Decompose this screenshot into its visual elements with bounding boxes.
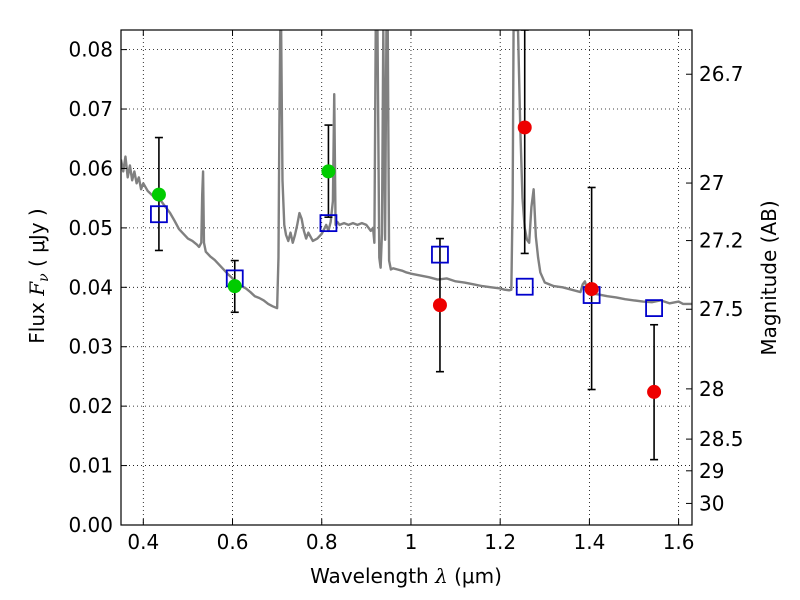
y2-tick-label: 28	[699, 377, 724, 401]
model-photometry-square	[319, 214, 338, 233]
observed-point-red	[647, 384, 662, 399]
x-tick-label: 1.6	[663, 530, 695, 554]
x-tick-label: 0.6	[217, 530, 249, 554]
y2-tick-label: 27	[699, 171, 724, 195]
observed-point-red	[517, 120, 532, 135]
y2-tick-label: 27.2	[699, 229, 744, 253]
observed-point-red	[584, 282, 599, 297]
y2-tick-label: 30	[699, 491, 724, 515]
observed-point-green	[321, 164, 336, 179]
x-tick-label: 1	[405, 530, 418, 554]
model-photometry-square	[431, 245, 449, 264]
model-photometry-square	[150, 205, 168, 224]
x-axis-label: Wavelength λ (μm)	[310, 564, 502, 588]
y-tick-label: 0.02	[68, 394, 113, 418]
y2-tick-label: 27.5	[699, 297, 744, 321]
x-tick-label: 0.4	[127, 530, 159, 554]
y2-tick-label: 29	[699, 459, 724, 483]
y2-tick-label: 26.7	[699, 62, 744, 86]
observed-point-red	[432, 298, 447, 313]
y-tick-label: 0.01	[68, 454, 113, 478]
y-tick-label: 0.08	[68, 38, 113, 62]
observed-point-green	[227, 279, 242, 294]
y-axis-label: Flux Fν ( μJy )	[25, 208, 52, 343]
sed-model-line	[121, 30, 692, 310]
y-tick-label: 0.06	[68, 156, 113, 180]
plot-data	[121, 30, 692, 461]
y-tick-label: 0.07	[68, 97, 113, 121]
plot-frame	[120, 29, 693, 526]
tick-marks	[121, 30, 692, 526]
x-tick-label: 1.4	[573, 530, 605, 554]
grid-lines	[121, 30, 692, 526]
x-tick-label: 0.8	[306, 530, 338, 554]
model-photometry-square	[645, 299, 663, 318]
y-tick-label: 0.05	[68, 216, 113, 240]
y-tick-label: 0.04	[68, 275, 113, 299]
y-tick-label: 0.00	[68, 513, 113, 537]
y-tick-label: 0.03	[68, 335, 113, 359]
x-tick-label: 1.2	[484, 530, 516, 554]
y2-axis-label: Magnitude (AB)	[757, 200, 781, 355]
observed-point-green	[151, 187, 166, 202]
y2-tick-label: 28.5	[699, 427, 744, 451]
model-photometry-square	[515, 277, 534, 296]
tick-labels: 0.4 0.6 0.8 1 1.2 1.4 1.6 0.00 0.01 0.02 0.03 0.04 0…	[68, 38, 743, 554]
